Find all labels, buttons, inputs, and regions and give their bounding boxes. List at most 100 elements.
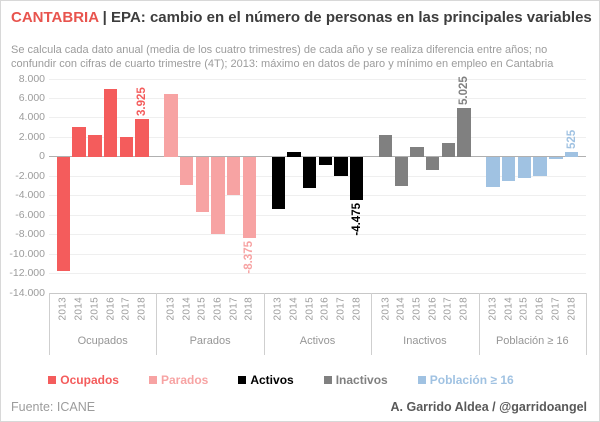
group-separator bbox=[49, 293, 50, 355]
bar-poblacion16-2014 bbox=[502, 156, 516, 181]
y-axis-label: -6.000 bbox=[15, 208, 45, 221]
x-tick-year: 2013 bbox=[165, 297, 177, 321]
legend-item-ocupados: Ocupados bbox=[48, 373, 119, 387]
y-axis-label: -4.000 bbox=[15, 189, 45, 202]
bar-ocupados-2014 bbox=[72, 126, 86, 157]
x-tick-year: 2017 bbox=[550, 297, 562, 321]
y-axis-label: -8.000 bbox=[15, 228, 45, 241]
bar-poblacion16-2016 bbox=[533, 156, 547, 177]
bar-parados-2014 bbox=[179, 156, 194, 185]
page-title: CANTABRIA | EPA: cambio en el número de … bbox=[11, 9, 592, 26]
x-tick-year: 2016 bbox=[212, 297, 224, 321]
x-tick-year: 2017 bbox=[120, 297, 132, 321]
bar-ocupados-2017 bbox=[119, 137, 133, 157]
x-tick-year: 2014 bbox=[181, 297, 193, 321]
bar-parados-2016 bbox=[211, 156, 225, 234]
legend-item-poblacion16: Población ≥ 16 bbox=[417, 373, 514, 387]
x-tick-year: 2014 bbox=[395, 297, 407, 321]
bar-inactivos-2014 bbox=[394, 156, 409, 186]
legend-item-activos: Activos bbox=[238, 373, 294, 387]
title-separator: | bbox=[98, 9, 112, 26]
value-label-ocupados: 3.925 bbox=[135, 86, 148, 116]
x-tick-year: 2015 bbox=[89, 297, 101, 321]
bar-ocupados-2018 bbox=[135, 118, 149, 157]
group-label-poblacion16: Población ≥ 16 bbox=[495, 335, 569, 347]
value-label-activos: -4.475 bbox=[350, 203, 363, 236]
x-tick-year: 2016 bbox=[319, 297, 331, 321]
bar-inactivos-2013 bbox=[378, 134, 393, 157]
x-axis-line bbox=[49, 292, 586, 294]
x-tick-year: 2013 bbox=[272, 297, 284, 321]
bar-parados-2018 bbox=[242, 156, 257, 239]
y-axis-label: -2.000 bbox=[15, 169, 45, 182]
legend: Ocupados Parados Activos Inactivos Población… bbox=[1, 373, 561, 387]
legend-label: Parados bbox=[160, 373, 209, 387]
credit-label: A. Garrido Aldea / @garridoangel bbox=[390, 400, 587, 414]
x-tick-year: 2013 bbox=[57, 297, 69, 321]
gridline bbox=[49, 117, 586, 119]
bar-activos-2014 bbox=[287, 151, 301, 157]
x-tick-year: 2015 bbox=[518, 297, 530, 321]
x-tick-year: 2013 bbox=[380, 297, 392, 321]
legend-swatch-icon bbox=[148, 376, 157, 384]
group-label-ocupados: Ocupados bbox=[77, 335, 128, 347]
y-axis-label: 2.000 bbox=[18, 130, 45, 143]
value-label-poblacion16: 525 bbox=[565, 129, 578, 149]
x-tick-year: 2014 bbox=[288, 297, 300, 321]
y-axis-label: 6.000 bbox=[18, 91, 45, 104]
gridline bbox=[49, 234, 586, 236]
legend-label: Activos bbox=[250, 373, 294, 387]
legend-swatch-icon bbox=[323, 376, 332, 384]
value-label-parados: -8.375 bbox=[243, 241, 256, 274]
x-tick-year: 2018 bbox=[458, 297, 470, 321]
y-axis-label: 8.000 bbox=[18, 72, 45, 85]
title-text: EPA: cambio en el número de personas en … bbox=[111, 9, 592, 26]
gridline bbox=[49, 195, 586, 197]
group-label-inactivos: Inactivos bbox=[403, 335, 447, 347]
group-label-activos: Activos bbox=[299, 335, 336, 347]
x-tick-year: 2017 bbox=[228, 297, 240, 321]
x-tick-year: 2015 bbox=[304, 297, 316, 321]
x-tick-year: 2016 bbox=[534, 297, 546, 321]
x-tick-year: 2015 bbox=[196, 297, 208, 321]
bar-ocupados-2013 bbox=[56, 156, 71, 272]
bar-ocupados-2015 bbox=[88, 134, 102, 157]
x-tick-year: 2018 bbox=[136, 297, 148, 321]
source-label: Fuente: ICANE bbox=[11, 400, 96, 414]
x-tick-year: 2017 bbox=[335, 297, 347, 321]
x-tick-year: 2016 bbox=[105, 297, 117, 321]
footer: Fuente: ICANE A. Garrido Aldea / @garrid… bbox=[11, 400, 587, 414]
gridline bbox=[49, 273, 586, 275]
legend-label: Inactivos bbox=[335, 373, 388, 387]
x-tick-year: 2017 bbox=[442, 297, 454, 321]
x-tick-year: 2018 bbox=[351, 297, 363, 321]
group-separator bbox=[263, 293, 265, 355]
group-separator bbox=[156, 293, 158, 355]
x-tick-year: 2018 bbox=[243, 297, 255, 321]
gridline bbox=[49, 78, 586, 80]
gridline bbox=[49, 97, 586, 99]
bar-poblacion16-2013 bbox=[486, 156, 500, 187]
gridline bbox=[49, 136, 586, 138]
x-tick-year: 2014 bbox=[73, 297, 85, 321]
y-axis-label: -14.000 bbox=[9, 286, 45, 299]
group-separator bbox=[586, 293, 587, 355]
bar-inactivos-2017 bbox=[441, 142, 456, 157]
y-axis-label: 4.000 bbox=[18, 111, 45, 124]
bar-inactivos-2018 bbox=[457, 107, 471, 157]
bar-ocupados-2016 bbox=[103, 89, 118, 157]
bar-parados-2015 bbox=[195, 156, 209, 213]
legend-swatch-icon bbox=[417, 376, 426, 384]
y-axis-label: -12.000 bbox=[9, 267, 45, 280]
bar-inactivos-2016 bbox=[426, 156, 440, 171]
gridline bbox=[49, 175, 586, 177]
bar-activos-2016 bbox=[318, 156, 333, 165]
group-separator bbox=[371, 293, 373, 355]
legend-item-parados: Parados bbox=[148, 373, 209, 387]
bar-activos-2013 bbox=[271, 156, 285, 210]
group-separator bbox=[478, 293, 480, 355]
value-label-inactivos: 5.025 bbox=[458, 76, 471, 105]
legend-item-inactivos: Inactivos bbox=[323, 373, 388, 387]
grouped-bar-chart: 8.000 6.000 4.000 2.000 0 -2.000 -4.000 -6.000 -… bbox=[1, 1, 599, 361]
